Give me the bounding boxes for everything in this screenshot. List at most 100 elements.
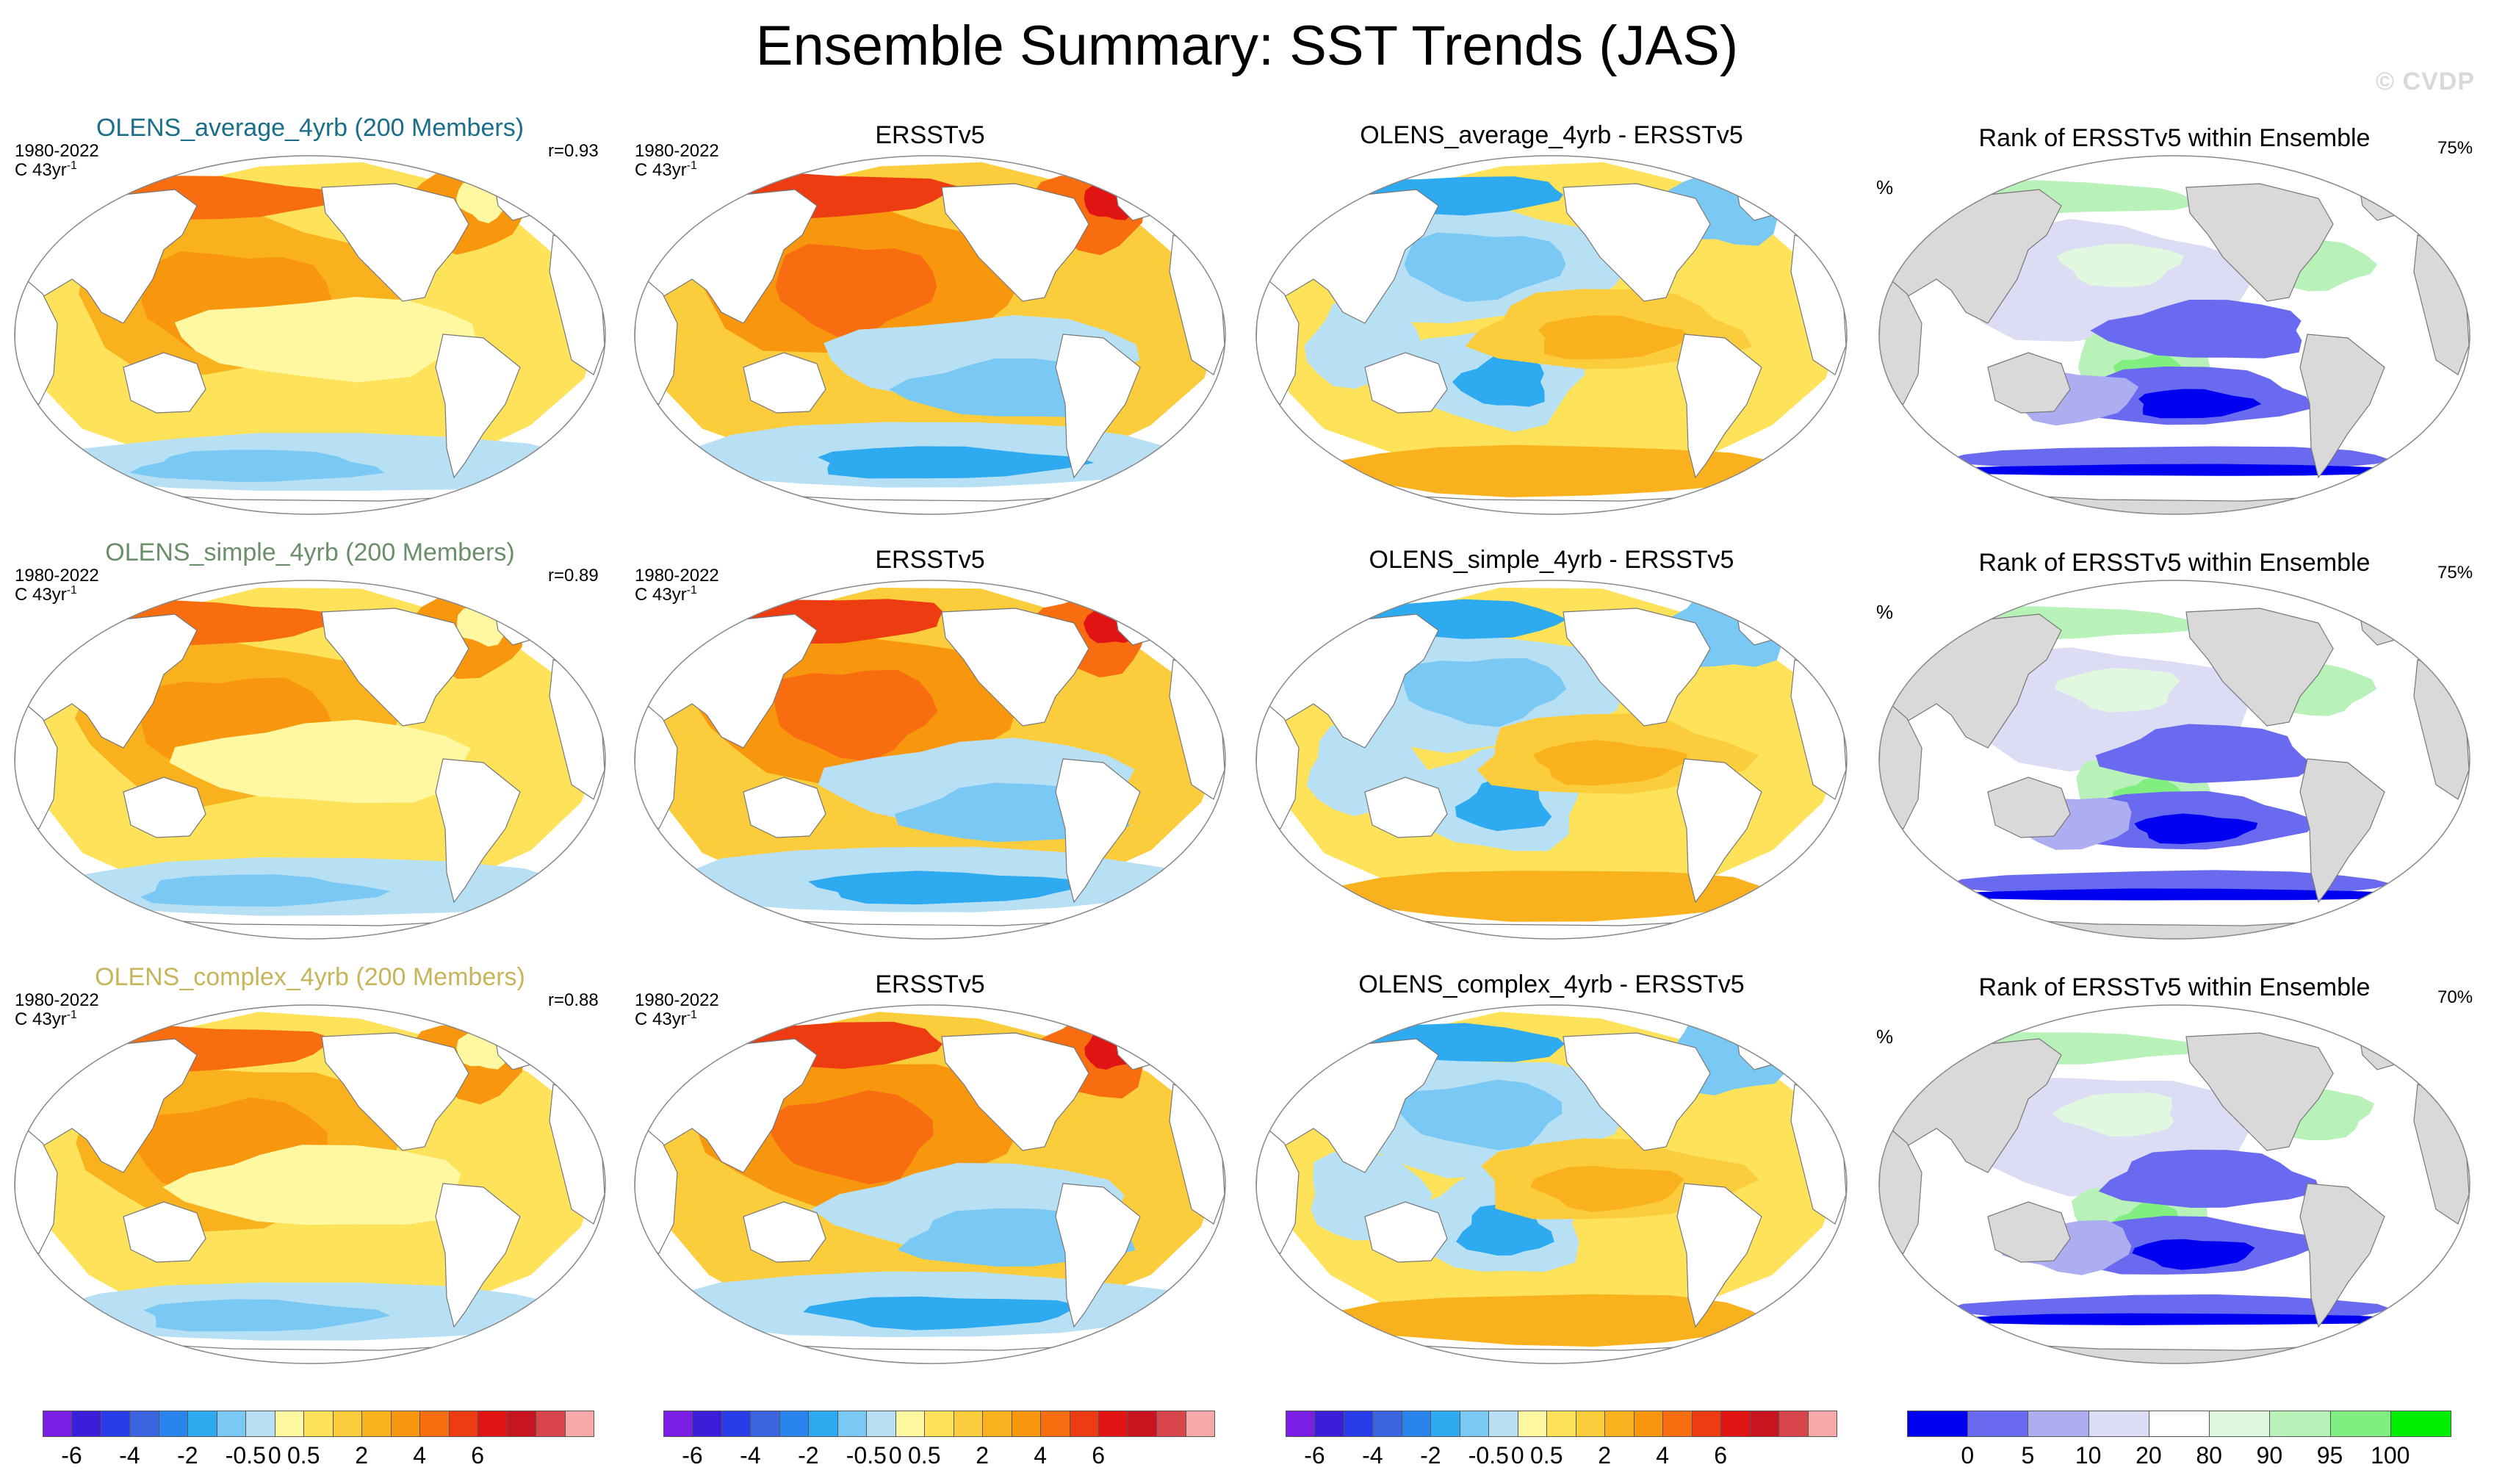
land-4 <box>941 183 1089 302</box>
colorbar-observed-box <box>982 1411 1012 1437</box>
colorbar-ensemble-box <box>100 1411 131 1437</box>
colorbar-difference-tick-label: 4 <box>1656 1442 1670 1469</box>
rank-field-13 <box>2052 1092 2174 1137</box>
colorbar-observed-box <box>1011 1411 1042 1437</box>
colorbar-ensemble-tick-label: -4 <box>119 1442 140 1469</box>
units-text: C 43yr <box>635 160 687 180</box>
colorbar-rank-box <box>2209 1411 2271 1437</box>
map-outline <box>634 155 1226 515</box>
units-exponent: -1 <box>686 1009 697 1021</box>
panel-title-rank-row3: Rank of ERSSTv5 within Ensemble <box>1978 973 2371 1001</box>
land-3 <box>123 352 206 414</box>
land-4 <box>321 1032 469 1151</box>
rank-field-7 <box>2132 1239 2255 1270</box>
colorbar-observed-box <box>924 1411 954 1437</box>
land-4 <box>321 183 469 302</box>
land-6 <box>2358 600 2415 646</box>
panel-title-diff-row1: OLENS_average_4yrb - ERSSTv5 <box>1360 121 1743 149</box>
diff-field-8 <box>1327 444 1772 497</box>
colorbar-ensemble-tick-label: 0.5 <box>287 1442 320 1469</box>
units-label: C 43yr-1 <box>15 1009 77 1030</box>
period-label: 1980-2022 <box>635 141 719 161</box>
map-outline <box>634 580 1226 940</box>
colorbar-observed-tick-label: 4 <box>1034 1442 1048 1469</box>
map-outline <box>14 1004 606 1364</box>
ens-field-4 <box>162 1145 466 1225</box>
colorbar-observed-tick-label: 2 <box>976 1442 990 1469</box>
figure-title: Ensemble Summary: SST Trends (JAS) <box>755 15 1739 77</box>
map-outline <box>14 580 606 940</box>
period-label: 1980-2022 <box>635 990 719 1010</box>
land-8 <box>1964 916 2379 939</box>
diff-field-3 <box>1396 1079 1563 1150</box>
colorbar-rank-box <box>2088 1411 2149 1437</box>
rank-percent: 75% <box>2437 138 2473 158</box>
map-ens-row2 <box>14 580 606 940</box>
land-5 <box>2299 1183 2385 1328</box>
colorbar-observed-box <box>1127 1411 1158 1437</box>
units-exponent: -1 <box>66 584 77 597</box>
colorbar-difference-tick-label: 0 <box>1510 1442 1524 1469</box>
colorbar-observed-box <box>1098 1411 1128 1437</box>
land-5 <box>2299 758 2385 904</box>
rank-field-7 <box>2138 389 2262 419</box>
panel-title-ens-row3: OLENS_complex_4yrb (200 Members) <box>95 963 525 991</box>
colorbar-rank-tick-label: 0 <box>1961 1442 1975 1469</box>
land-4 <box>1563 608 1711 727</box>
map-rank-row1 <box>1878 155 2470 515</box>
colorbar-difference-box <box>1778 1411 1809 1437</box>
colorbar-observed-box <box>1040 1411 1070 1437</box>
cvdp-watermark: © CVDP <box>2376 68 2475 96</box>
colorbar-difference-box <box>1517 1411 1548 1437</box>
land-4 <box>941 1032 1089 1151</box>
colorbar-difference-box <box>1488 1411 1518 1437</box>
colorbar-difference-tick-label: -2 <box>1420 1442 1441 1469</box>
diff-field-7 <box>1530 1165 1684 1212</box>
land-5 <box>1676 1183 1762 1328</box>
rank-field-13 <box>2056 243 2184 287</box>
pattern-correlation: r=0.89 <box>548 566 599 586</box>
map-obs-row1 <box>634 155 1226 515</box>
rank-field-13 <box>2054 668 2180 713</box>
colorbar-difference-tick-label: 0.5 <box>1530 1442 1563 1469</box>
ens-field-9 <box>456 1022 508 1070</box>
colorbar-rank-tick-label: 90 <box>2256 1442 2283 1469</box>
units-label: C 43yr-1 <box>635 160 697 181</box>
land-5 <box>1055 1183 1141 1328</box>
land-6 <box>2358 176 2415 221</box>
pattern-correlation: r=0.93 <box>548 141 599 161</box>
colorbar-observed-box <box>1156 1411 1186 1437</box>
rank-percent: 75% <box>2437 563 2473 583</box>
colorbar-rank-tick-label: 95 <box>2316 1442 2343 1469</box>
land-5 <box>1676 334 1762 479</box>
land-5 <box>435 334 521 479</box>
land-8 <box>100 1341 514 1364</box>
units-exponent: -1 <box>686 584 697 597</box>
land-5 <box>1055 758 1141 904</box>
rank-percent: 70% <box>2437 987 2473 1007</box>
land-8 <box>100 916 514 939</box>
land-5 <box>1055 334 1141 479</box>
colorbar-ensemble-box <box>506 1411 537 1437</box>
colorbar-ensemble-box <box>332 1411 363 1437</box>
land-4 <box>1563 183 1711 302</box>
map-outline <box>14 155 606 515</box>
percent-symbol: % <box>1876 601 1894 623</box>
colorbar-difference-tick-label: 2 <box>1598 1442 1612 1469</box>
map-outline <box>1878 580 2470 940</box>
colorbar-difference-box <box>1691 1411 1722 1437</box>
colorbar-difference-box <box>1749 1411 1780 1437</box>
ens-field-6 <box>129 450 384 482</box>
colorbar-difference-box <box>1604 1411 1635 1437</box>
units-text: C 43yr <box>15 585 67 605</box>
colorbar-difference-box <box>1343 1411 1374 1437</box>
colorbar-ensemble-box <box>361 1411 392 1437</box>
rank-field-5 <box>2090 300 2302 359</box>
colorbar-ensemble: -6 -4 -2 -0.5 0 0.5 2 4 6 <box>43 1411 594 1477</box>
map-outline <box>1255 1004 1848 1364</box>
panel-title-obs-row2: ERSSTv5 <box>875 546 985 574</box>
colorbar-ensemble-box <box>216 1411 247 1437</box>
percent-symbol: % <box>1876 176 1894 198</box>
colorbar-ensemble-tick-label: 4 <box>413 1442 427 1469</box>
units-text: C 43yr <box>635 585 687 605</box>
